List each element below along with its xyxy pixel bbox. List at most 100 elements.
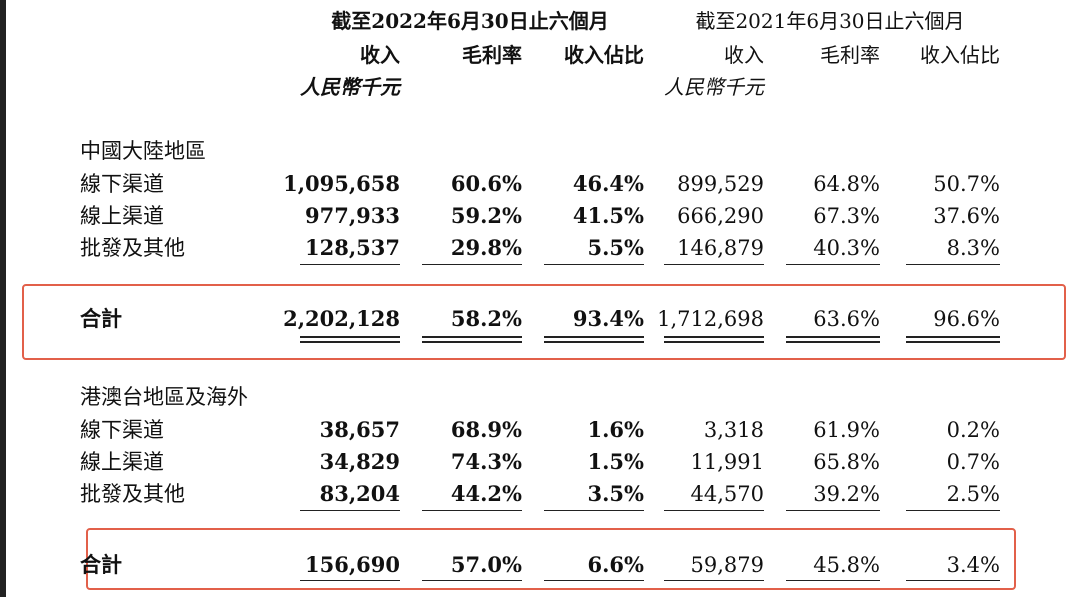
margin-2022: 60.6% [450, 171, 522, 196]
revenue-2021: 3,318 [703, 418, 764, 442]
share-2022: 1.6% [587, 417, 645, 442]
highlight-box-overseas-total [86, 528, 1016, 590]
section-title-overseas: 港澳台地區及海外 [80, 385, 248, 409]
unit-2021: 人民幣千元 [664, 75, 764, 99]
margin-2022: 29.8% [450, 235, 522, 260]
page-edge [0, 0, 6, 597]
row-label: 批發及其他 [80, 236, 185, 260]
total-rule [906, 341, 1000, 343]
total-share-2022: 6.6% [587, 552, 645, 577]
row-label: 線下渠道 [80, 418, 164, 442]
margin-2021: 67.3% [813, 204, 880, 228]
subtotal-rule [906, 510, 1000, 511]
revenue-2022: 128,537 [305, 235, 400, 260]
col-share-2022: 收入佔比 [564, 43, 644, 67]
period-header-2022: 截至2022年6月30日止六個月 [331, 9, 609, 33]
margin-2021: 61.9% [813, 418, 880, 442]
revenue-2021: 666,290 [677, 204, 764, 228]
total-margin-2022: 57.0% [450, 552, 522, 577]
row-label: 線下渠道 [80, 172, 164, 196]
total-rule [300, 341, 400, 343]
total-rule [422, 580, 522, 581]
subtotal-rule [422, 510, 522, 511]
total-revenue-2021: 59,879 [690, 553, 764, 577]
subtotal-rule [422, 264, 522, 265]
col-revenue-2021: 收入 [724, 43, 764, 67]
margin-2021: 39.2% [813, 482, 880, 506]
period-header-2021: 截至2021年6月30日止六個月 [695, 9, 965, 33]
total-revenue-2021: 1,712,698 [657, 307, 764, 331]
subtotal-rule [300, 510, 400, 511]
subtotal-rule [544, 510, 644, 511]
share-2021: 0.7% [946, 450, 1000, 474]
total-rule [906, 580, 1000, 581]
revenue-2021: 899,529 [677, 172, 764, 196]
share-2022: 46.4% [572, 171, 644, 196]
col-share-2021: 收入佔比 [920, 43, 1000, 67]
total-label: 合計 [80, 306, 122, 331]
revenue-2022: 83,204 [319, 481, 400, 506]
total-margin-2021: 63.6% [813, 307, 880, 331]
total-rule [300, 580, 400, 581]
total-rule [664, 341, 764, 343]
margin-2021: 64.8% [813, 172, 880, 196]
share-2021: 50.7% [933, 172, 1000, 196]
total-rule [906, 336, 1000, 338]
share-2021: 2.5% [946, 482, 1000, 506]
subtotal-rule [786, 510, 880, 511]
total-revenue-2022: 2,202,128 [283, 306, 400, 331]
share-2021: 37.6% [933, 204, 1000, 228]
total-rule [786, 336, 880, 338]
share-2022: 1.5% [587, 449, 645, 474]
total-rule [544, 580, 644, 581]
margin-2021: 65.8% [813, 450, 880, 474]
total-rule [422, 341, 522, 343]
revenue-2021: 44,570 [690, 482, 764, 506]
total-rule [664, 336, 764, 338]
unit-2022: 人民幣千元 [300, 75, 400, 99]
col-margin-2021: 毛利率 [820, 43, 880, 67]
share-2022: 3.5% [587, 481, 645, 506]
revenue-2021: 11,991 [690, 450, 764, 474]
subtotal-rule [786, 264, 880, 265]
subtotal-rule [664, 510, 764, 511]
col-margin-2022: 毛利率 [462, 43, 522, 67]
row-label: 批發及其他 [80, 482, 185, 506]
total-rule [786, 341, 880, 343]
margin-2022: 68.9% [450, 417, 522, 442]
total-rule [544, 336, 644, 338]
margin-2022: 59.2% [450, 203, 522, 228]
revenue-2022: 38,657 [319, 417, 400, 442]
section-title-mainland: 中國大陸地區 [80, 139, 206, 163]
revenue-2021: 146,879 [677, 236, 764, 260]
subtotal-rule [300, 264, 400, 265]
highlight-box-mainland-total [22, 284, 1066, 360]
total-revenue-2022: 156,690 [305, 552, 400, 577]
total-share-2022: 93.4% [572, 306, 644, 331]
row-label: 線上渠道 [80, 204, 164, 228]
total-share-2021: 96.6% [933, 307, 1000, 331]
revenue-2022: 1,095,658 [283, 171, 400, 196]
revenue-2022: 34,829 [319, 449, 400, 474]
total-rule [664, 580, 764, 581]
total-margin-2022: 58.2% [450, 306, 522, 331]
total-margin-2021: 45.8% [813, 553, 880, 577]
share-2021: 0.2% [946, 418, 1000, 442]
margin-2022: 74.3% [450, 449, 522, 474]
share-2022: 5.5% [587, 235, 645, 260]
total-rule [422, 336, 522, 338]
total-rule [544, 341, 644, 343]
total-rule [786, 580, 880, 581]
total-share-2021: 3.4% [946, 553, 1000, 577]
margin-2022: 44.2% [450, 481, 522, 506]
total-label: 合計 [80, 552, 122, 577]
share-2021: 8.3% [946, 236, 1000, 260]
share-2022: 41.5% [572, 203, 644, 228]
margin-2021: 40.3% [813, 236, 880, 260]
row-label: 線上渠道 [80, 450, 164, 474]
revenue-2022: 977,933 [305, 203, 400, 228]
subtotal-rule [544, 264, 644, 265]
col-revenue-2022: 收入 [360, 43, 400, 67]
subtotal-rule [906, 264, 1000, 265]
total-rule [300, 336, 400, 338]
